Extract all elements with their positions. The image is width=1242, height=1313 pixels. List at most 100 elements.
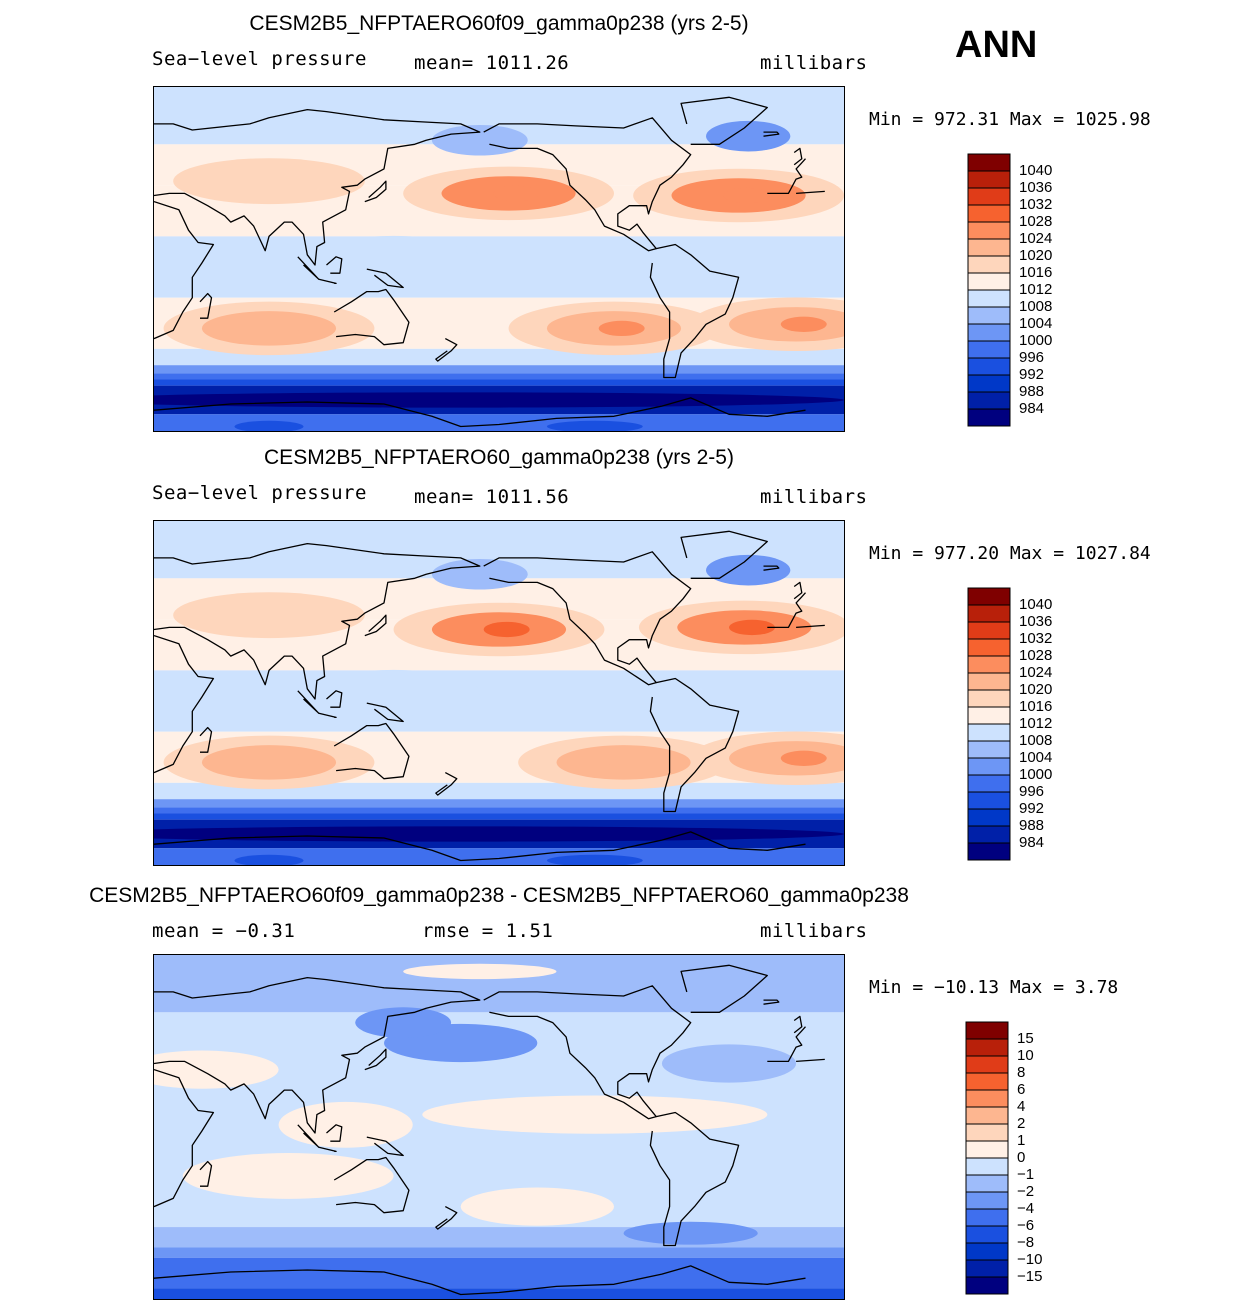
coastline (680, 530, 768, 579)
colorbar-label: −1 (1017, 1166, 1035, 1183)
diff-indian-pos (182, 1153, 394, 1199)
coastline (680, 964, 768, 1013)
panel-3-colorbar: 15 10 8 6 4 2 1 0 −1 −2 −4 −6 −8 −10 −15 (965, 1021, 1042, 1300)
colorbar-label: 15 (1017, 1030, 1034, 1047)
diff-mideast-pos (154, 1050, 279, 1089)
colorbar-label: 988 (1019, 817, 1045, 834)
slp-band-tropics (154, 670, 844, 732)
panel-2-variable: Sea−level pressure (152, 482, 367, 504)
colorbar-box (965, 1140, 1009, 1159)
slp-maritime-low (307, 669, 480, 716)
colorbar-label: 6 (1017, 1081, 1026, 1098)
colorbar-box (967, 774, 1011, 793)
coastline (793, 581, 803, 600)
coastline (435, 772, 458, 796)
colorbar-label: 1036 (1019, 179, 1053, 196)
slp-aleutian-low (431, 124, 528, 156)
panel-1-minmax: Min = 972.31 Max = 1025.98 (869, 109, 1151, 130)
coastline (326, 690, 343, 708)
colorbar-label: 1032 (1019, 630, 1053, 647)
colorbar-box (967, 621, 1011, 640)
colorbar-label: 0 (1017, 1149, 1026, 1166)
panel-2-title: CESM2B5_NFPTAERO60_gamma0p238 (yrs 2-5) (264, 446, 734, 469)
colorbar-label: 996 (1019, 349, 1045, 366)
colorbar-box (967, 672, 1011, 691)
colorbar-box (965, 1276, 1009, 1295)
colorbar-label: 984 (1019, 400, 1045, 417)
coastline (793, 1015, 803, 1034)
colorbar-box (965, 1106, 1009, 1125)
colorbar-box (967, 306, 1011, 325)
slp-antarctic-patch (546, 854, 643, 865)
coastline (435, 338, 458, 362)
slp-asian-high (173, 592, 365, 639)
panel-1-title: CESM2B5_NFPTAERO60f09_gamma0p238 (yrs 2-… (249, 12, 749, 35)
colorbar-box (967, 408, 1011, 427)
season-label: ANN (955, 24, 1038, 66)
panel-1-map-svg (154, 87, 844, 431)
coastline (680, 96, 768, 145)
colorbar-box (967, 153, 1011, 172)
colorbar-label: −10 (1017, 1251, 1043, 1268)
coastline (364, 614, 387, 637)
slp-band-sh-1 (154, 365, 844, 374)
coastline (297, 690, 320, 714)
colorbar-box (965, 1072, 1009, 1091)
colorbar-label: 1016 (1019, 264, 1053, 281)
panel-2-map-svg (154, 521, 844, 865)
colorbar-box (967, 221, 1011, 240)
panel-1-mean: mean= 1011.26 (414, 52, 570, 74)
colorbar-box (967, 825, 1011, 844)
coastline (364, 1048, 387, 1071)
colorbar-box (967, 323, 1011, 342)
coastline (318, 278, 337, 285)
colorbar-box (967, 204, 1011, 223)
colorbar-box (967, 238, 1011, 257)
colorbar-box (967, 340, 1011, 359)
colorbar-box (967, 587, 1011, 606)
diff-spac-pos (460, 1187, 614, 1226)
colorbar-label: 1004 (1019, 315, 1053, 332)
colorbar-label: 1000 (1019, 766, 1053, 783)
colorbar-box (967, 723, 1011, 742)
slp-high-core (598, 320, 645, 337)
colorbar-box (965, 1242, 1009, 1261)
colorbar-label: 1032 (1019, 196, 1053, 213)
colorbar-box (965, 1174, 1009, 1193)
colorbar-label: 1036 (1019, 613, 1053, 630)
colorbar-svg (965, 1021, 1009, 1295)
coastline (763, 565, 780, 571)
colorbar-label: 1024 (1019, 664, 1053, 681)
slp-band-sh-2 (154, 373, 844, 380)
slp-band-sh-1 (154, 799, 844, 808)
colorbar-label: −8 (1017, 1234, 1035, 1251)
colorbar-box (967, 655, 1011, 674)
coastline (154, 624, 825, 774)
colorbar-box (965, 1191, 1009, 1210)
slp-high-core (608, 754, 655, 771)
coastline (154, 1058, 825, 1208)
coastline (366, 268, 404, 289)
coastline (318, 712, 337, 719)
slp-band-sh-3 (154, 813, 844, 820)
coastline (333, 1156, 410, 1214)
colorbar-svg (967, 153, 1011, 427)
colorbar-label: 1004 (1019, 749, 1053, 766)
colorbar-label: 1000 (1019, 332, 1053, 349)
slp-band-sh-mid (154, 782, 844, 800)
panel-3-mean: mean = −0.31 (152, 920, 296, 942)
slp-band-sh-mid (154, 348, 844, 366)
colorbar-box (965, 1157, 1009, 1176)
panel-2-minmax: Min = 977.20 Max = 1027.84 (869, 543, 1151, 564)
slp-maritime-low (307, 235, 480, 282)
coastline (649, 1111, 740, 1247)
coastline (297, 1124, 320, 1148)
colorbar-box (965, 1089, 1009, 1108)
coastline (366, 1136, 404, 1157)
colorbar-box (967, 706, 1011, 725)
colorbar-label: 8 (1017, 1064, 1026, 1081)
colorbar-label: 1040 (1019, 162, 1053, 179)
colorbar-label: −6 (1017, 1217, 1035, 1234)
panel-3-minmax: Min = −10.13 Max = 3.78 (869, 977, 1119, 998)
coastline (154, 976, 481, 1134)
